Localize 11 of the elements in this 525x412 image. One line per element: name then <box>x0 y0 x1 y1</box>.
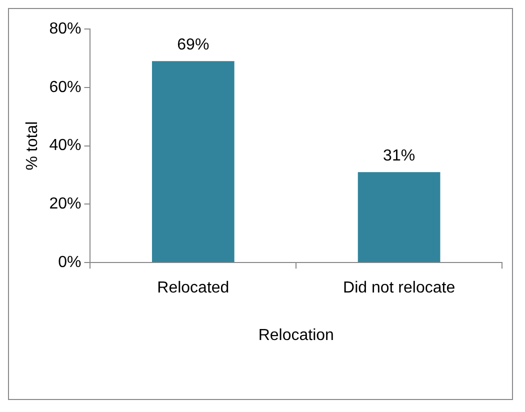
y-tick-label: 80% <box>49 20 82 38</box>
data-label: 31% <box>383 147 416 164</box>
y-axis-title: % total <box>24 121 42 170</box>
data-label: 69% <box>177 36 210 54</box>
x-tick-label: Did not relocate <box>343 280 456 297</box>
y-tick-label: 60% <box>49 78 82 96</box>
y-tick-label: 40% <box>49 137 82 154</box>
y-tick-label: 20% <box>49 196 82 213</box>
y-tick-label: 0% <box>58 254 82 272</box>
x-tick-label: Relocated <box>157 280 230 297</box>
x-axis-title: Relocation <box>258 326 334 344</box>
